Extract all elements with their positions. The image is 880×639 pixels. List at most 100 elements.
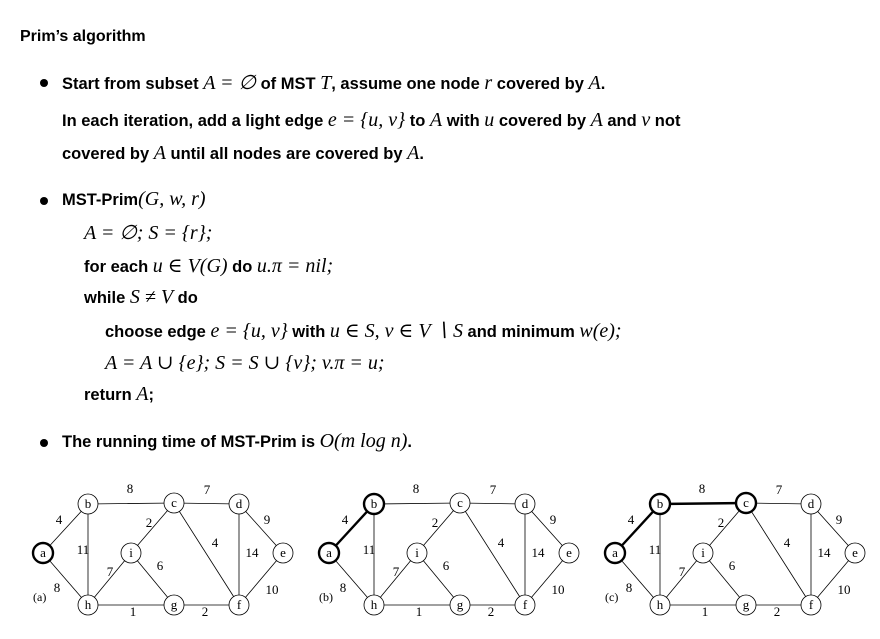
text: and bbox=[602, 112, 642, 130]
text: The running time of MST-Prim is bbox=[62, 433, 320, 451]
node-label-b: b bbox=[657, 496, 664, 511]
edge-c-f bbox=[459, 502, 526, 606]
text: Start from subset bbox=[62, 75, 204, 93]
node-label-e: e bbox=[280, 545, 286, 560]
node-label-c: c bbox=[743, 495, 749, 510]
edge-weight-g-i: 6 bbox=[729, 558, 736, 573]
node-e bbox=[272, 542, 294, 564]
bullet-1-line-3: covered by A until all nodes are covered… bbox=[62, 142, 424, 165]
node-d bbox=[800, 493, 822, 515]
edge-weight-b-c: 8 bbox=[413, 481, 420, 496]
node-label-d: d bbox=[236, 496, 243, 511]
node-b bbox=[77, 493, 99, 515]
node-a bbox=[31, 541, 55, 565]
edge-weight-c-i: 2 bbox=[146, 515, 153, 530]
edge-weight-h-i: 7 bbox=[107, 564, 114, 579]
node-label-f: f bbox=[523, 597, 528, 612]
graph-panel-2: 4 8 8 11 7 2 4 9 14 10 2 1 6 7 a b c d e f g h i (b) bbox=[317, 481, 580, 619]
edge-weight-a-b: 4 bbox=[342, 512, 349, 527]
node-e bbox=[558, 542, 580, 564]
edge-weight-b-h: 11 bbox=[649, 542, 662, 557]
edge-weight-h-i: 7 bbox=[679, 564, 686, 579]
math: T bbox=[320, 72, 332, 94]
math: A bbox=[588, 72, 601, 94]
edge-g-i bbox=[702, 552, 747, 606]
edge-weight-b-c: 8 bbox=[127, 481, 134, 496]
node-b bbox=[648, 492, 672, 516]
math: u ∈ V(G) bbox=[152, 255, 228, 277]
math: A = ∅ bbox=[203, 72, 256, 94]
edge-weight-e-f: 10 bbox=[266, 582, 279, 597]
edge-d-e bbox=[524, 503, 570, 554]
edge-e-f bbox=[238, 552, 284, 606]
text: . bbox=[419, 145, 424, 163]
edge-weight-c-f: 4 bbox=[212, 535, 219, 550]
node-i bbox=[120, 542, 142, 564]
node-f bbox=[514, 594, 536, 616]
node-label-b: b bbox=[371, 496, 378, 511]
node-c bbox=[163, 492, 185, 514]
node-label-f: f bbox=[809, 597, 814, 612]
math: (G, w, r) bbox=[138, 188, 206, 210]
math: A = ∅; S = {r}; bbox=[84, 222, 213, 244]
edge-weight-d-e: 9 bbox=[836, 512, 843, 527]
math: r bbox=[484, 72, 493, 94]
text: . bbox=[407, 433, 412, 451]
edge-a-h bbox=[42, 552, 89, 606]
edge-g-i bbox=[130, 552, 175, 606]
node-label-c: c bbox=[457, 495, 463, 510]
edge-weight-e-f: 10 bbox=[552, 582, 565, 597]
node-label-i: i bbox=[129, 545, 133, 560]
text: ; bbox=[148, 386, 154, 404]
edge-weight-g-h: 1 bbox=[702, 604, 709, 619]
edge-weight-d-e: 9 bbox=[550, 512, 557, 527]
code-line-5: A = A ∪ {e}; S = S ∪ {v}; v.π = u; bbox=[105, 350, 385, 375]
panel-label: (c) bbox=[605, 590, 618, 604]
bullet-1 bbox=[40, 79, 48, 87]
node-e bbox=[844, 542, 866, 564]
math: A bbox=[407, 142, 420, 164]
edge-weight-d-f: 14 bbox=[818, 545, 832, 560]
math: u.π = nil; bbox=[256, 255, 334, 277]
math: A bbox=[429, 109, 443, 131]
node-c bbox=[734, 491, 758, 515]
edge-h-i bbox=[373, 552, 418, 606]
edge-c-f bbox=[745, 502, 812, 606]
node-g bbox=[735, 594, 757, 616]
node-label-h: h bbox=[85, 597, 92, 612]
text: . bbox=[600, 75, 606, 93]
edge-weight-a-b: 4 bbox=[628, 512, 635, 527]
math: u ∈ S, v ∈ V ∖ S bbox=[329, 320, 463, 342]
text: covered by bbox=[62, 145, 154, 163]
node-label-i: i bbox=[415, 545, 419, 560]
edge-b-c bbox=[87, 502, 175, 505]
node-a bbox=[317, 541, 341, 565]
edge-g-i bbox=[416, 552, 461, 606]
edge-weight-c-i: 2 bbox=[432, 515, 439, 530]
math: A bbox=[136, 383, 149, 405]
edge-c-d bbox=[173, 502, 240, 505]
node-d bbox=[514, 493, 536, 515]
node-label-f: f bbox=[237, 597, 242, 612]
edge-weight-e-f: 10 bbox=[838, 582, 851, 597]
node-label-b: b bbox=[85, 496, 92, 511]
edge-weight-a-h: 8 bbox=[626, 580, 633, 595]
edge-h-i bbox=[87, 552, 132, 606]
node-label-g: g bbox=[743, 597, 750, 612]
text: choose edge bbox=[105, 323, 211, 341]
node-label-e: e bbox=[852, 545, 858, 560]
text: with bbox=[442, 112, 485, 130]
edge-c-i bbox=[416, 502, 461, 554]
bullet-1-line-1: Start from subset A = ∅ of MST T, assume… bbox=[62, 70, 605, 95]
mst-prim-header: MST-Prim(G, w, r) bbox=[62, 188, 206, 211]
text: do bbox=[173, 289, 198, 307]
text: with bbox=[287, 323, 330, 341]
edge-weight-c-d: 7 bbox=[490, 482, 497, 497]
text: MST-Prim bbox=[62, 191, 139, 209]
code-line-6: return A; bbox=[84, 383, 154, 406]
edge-c-d bbox=[459, 502, 526, 505]
node-label-e: e bbox=[566, 545, 572, 560]
edge-a-h bbox=[328, 552, 375, 606]
node-h bbox=[363, 594, 385, 616]
edge-weight-g-i: 6 bbox=[443, 558, 450, 573]
